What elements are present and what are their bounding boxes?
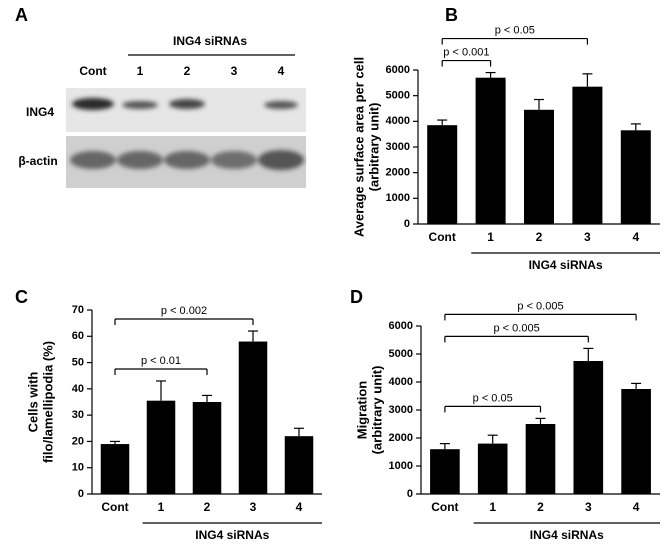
annotation: p < 0.01: [141, 355, 181, 367]
annotation: p < 0.05: [473, 392, 513, 404]
y-tick-label: 3000: [386, 141, 410, 153]
y-tick-label: 5000: [386, 90, 410, 102]
annotation: p < 0.005: [517, 300, 563, 312]
y-axis-label: Migration: [354, 381, 369, 440]
y-tick-label: 2000: [386, 167, 410, 179]
x-tick-label: 4: [632, 230, 639, 244]
y-tick-label: 0: [404, 218, 410, 230]
y-axis-label: filo/lamellipodia (%): [40, 341, 55, 463]
y-tick-label: 0: [407, 488, 413, 500]
group-label: ING4 siRNAs: [173, 34, 247, 48]
x-tick-label: 3: [250, 500, 257, 514]
bar: [573, 361, 604, 494]
x-tick-label: Cont: [101, 500, 128, 514]
blot-strip: [66, 88, 306, 132]
lane-label: 3: [231, 64, 238, 78]
y-tick-label: 1000: [389, 460, 413, 472]
x-tick-label: 3: [584, 230, 591, 244]
y-tick-label: 6000: [386, 64, 410, 76]
y-tick-label: 0: [78, 488, 84, 500]
y-tick-label: 4000: [389, 376, 413, 388]
y-axis-label: (arbitrary unit): [369, 366, 384, 455]
annotation: p < 0.05: [495, 24, 535, 36]
x-tick-label: 2: [537, 500, 544, 514]
bar: [475, 77, 506, 224]
y-tick-label: 4000: [386, 115, 410, 127]
annotation: p < 0.005: [494, 322, 540, 334]
bar: [477, 443, 508, 494]
bar: [525, 424, 556, 494]
bar: [192, 402, 222, 494]
y-tick-label: 5000: [389, 348, 413, 360]
x-tick-label: 2: [204, 500, 211, 514]
y-axis-label: Average surface area per cell: [351, 57, 366, 237]
x-tick-label: 1: [158, 500, 165, 514]
group-label: ING4 siRNAs: [530, 528, 604, 542]
panel-label: C: [15, 287, 28, 307]
row-label: β-actin: [18, 154, 57, 168]
lane-label: Cont: [79, 64, 106, 78]
lane-label: 1: [137, 64, 144, 78]
x-tick-label: 4: [296, 500, 303, 514]
y-tick-label: 60: [72, 330, 84, 342]
y-axis-label: (arbitrary unit): [366, 103, 381, 192]
row-label: ING4: [26, 105, 54, 119]
y-tick-label: 40: [72, 383, 84, 395]
bar: [427, 125, 458, 224]
lane-label: 4: [278, 64, 285, 78]
y-tick-label: 50: [72, 356, 84, 368]
x-tick-label: Cont: [429, 230, 456, 244]
y-tick-label: 3000: [389, 404, 413, 416]
bands: [70, 98, 304, 170]
bar: [523, 109, 555, 224]
y-tick-label: 20: [72, 435, 84, 447]
annotation: p < 0.001: [443, 46, 489, 58]
y-tick-label: 30: [72, 409, 84, 421]
y-tick-label: 70: [72, 304, 84, 316]
bar: [238, 341, 268, 494]
bar: [146, 400, 176, 494]
bar: [621, 389, 651, 494]
group-label: ING4 siRNAs: [529, 258, 603, 272]
western-blot: A ING4 siRNAs Cont 1 2 3 4 ING4 β-actin: [15, 5, 306, 188]
y-tick-label: 6000: [389, 320, 413, 332]
x-tick-label: 2: [536, 230, 543, 244]
bar: [572, 86, 603, 224]
y-axis-label: Cells with: [25, 372, 40, 433]
lane-label: 2: [184, 64, 191, 78]
panel-label: A: [15, 5, 28, 25]
x-tick-label: 1: [487, 230, 494, 244]
bar: [620, 130, 651, 224]
panel-label: D: [350, 287, 363, 307]
bar: [284, 436, 314, 494]
group-label: ING4 siRNAs: [195, 528, 269, 542]
bar: [430, 449, 460, 494]
y-tick-label: 1000: [386, 192, 410, 204]
x-tick-label: 4: [633, 500, 640, 514]
x-tick-label: Cont: [431, 500, 458, 514]
y-tick-label: 2000: [389, 432, 413, 444]
bar: [100, 444, 130, 494]
annotation: p < 0.002: [161, 305, 207, 317]
y-tick-label: 10: [72, 462, 84, 474]
x-tick-label: 3: [585, 500, 592, 514]
x-tick-label: 1: [489, 500, 496, 514]
panel-label: B: [445, 5, 458, 25]
